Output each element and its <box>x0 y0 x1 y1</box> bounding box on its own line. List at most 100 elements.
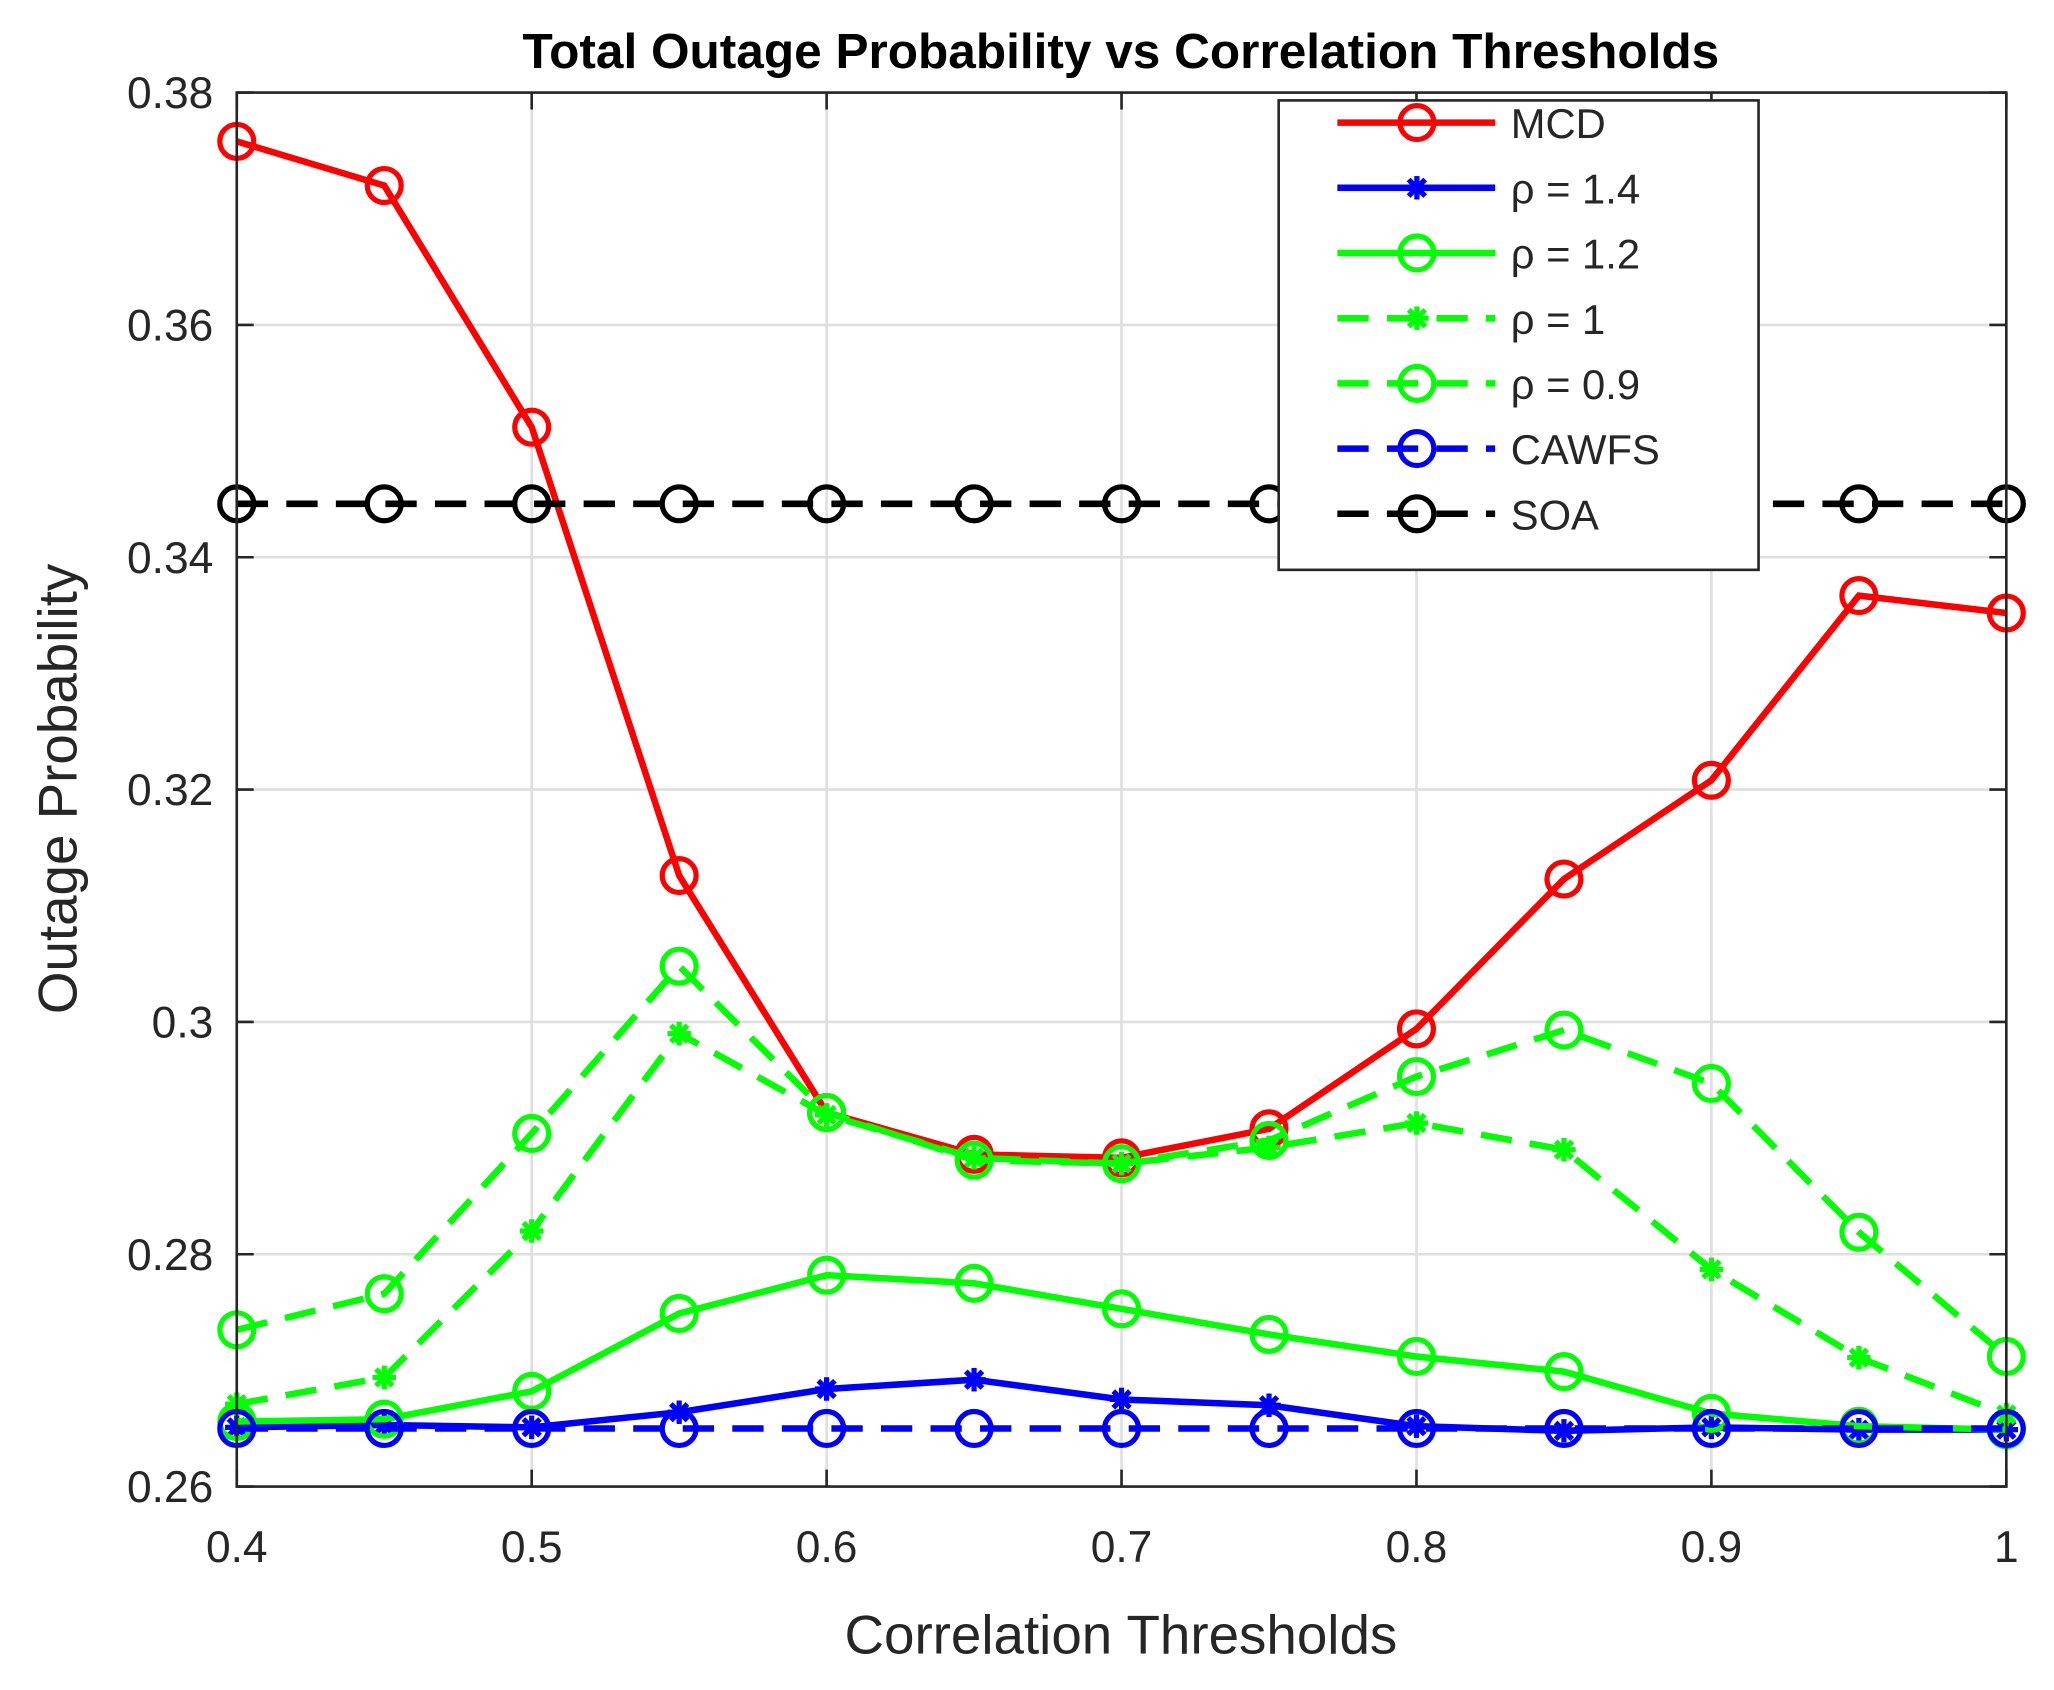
y-tick-label: 0.38 <box>127 69 213 118</box>
legend-entry: ρ = 1 <box>1337 296 1605 343</box>
data-point <box>1249 1314 1289 1354</box>
data-point <box>1691 1063 1731 1104</box>
data-point <box>1396 1056 1437 1097</box>
series-5 <box>217 1408 2026 1449</box>
data-point <box>512 1371 552 1411</box>
data-point <box>1396 1336 1437 1377</box>
data-point <box>1101 484 1142 524</box>
data-point <box>1699 1257 1724 1282</box>
x-tick-label: 1 <box>1994 1523 2019 1572</box>
data-point <box>1847 1345 1871 1370</box>
data-point <box>512 1408 552 1449</box>
y-tick-label: 0.3 <box>152 999 214 1048</box>
data-point <box>1544 859 1584 899</box>
data-point <box>659 946 699 986</box>
data-point <box>1839 576 1879 616</box>
data-point <box>364 484 404 524</box>
legend-entry: MCD <box>1337 100 1606 147</box>
legend-label: ρ = 1.2 <box>1511 231 1640 278</box>
legend-entry: SOA <box>1337 491 1599 538</box>
data-point <box>1404 1111 1429 1135</box>
data-point <box>807 1092 847 1133</box>
legend-label: CAWFS <box>1511 426 1660 473</box>
y-tick-label: 0.32 <box>127 766 213 815</box>
data-point <box>954 1263 994 1303</box>
legend-entry: ρ = 1.4 <box>1337 165 1640 212</box>
data-point <box>1544 1010 1584 1050</box>
data-point <box>962 1367 986 1392</box>
data-point <box>659 1293 699 1334</box>
legend-label: ρ = 0.9 <box>1511 361 1640 408</box>
data-point <box>512 484 552 524</box>
series-3 <box>225 1021 2019 1427</box>
legend-marker <box>1397 103 1437 143</box>
data-point <box>1552 1137 1576 1162</box>
x-tick-label: 0.9 <box>1681 1523 1743 1572</box>
data-point <box>659 1408 699 1449</box>
data-point <box>364 165 404 206</box>
tick-layer: 0.4 0.5 0.6 0.7 0.8 0.9 1 0.26 0.28 0.3 0.32 0.34 0.… <box>127 69 2019 1572</box>
y-tick-label: 0.34 <box>127 534 213 583</box>
x-tick-label: 0.8 <box>1386 1523 1448 1572</box>
data-point <box>667 1021 691 1046</box>
data-point <box>659 484 699 524</box>
legend-entry: ρ = 0.9 <box>1337 361 1640 408</box>
data-point <box>364 1408 404 1449</box>
y-tick-label: 0.26 <box>127 1463 213 1512</box>
data-point <box>1101 1144 1142 1184</box>
legend-entry: CAWFS <box>1337 426 1660 473</box>
data-point <box>1839 1408 1879 1449</box>
data-point <box>1544 1352 1584 1392</box>
data-point <box>364 1274 404 1314</box>
data-point <box>1101 1289 1142 1329</box>
legend-marker <box>1397 363 1437 403</box>
legend-label: SOA <box>1511 491 1599 538</box>
chart-title: Total Outage Probability vs Correlation … <box>523 23 1720 79</box>
legend-label: ρ = 1 <box>1511 296 1605 343</box>
data-point <box>1109 1387 1134 1412</box>
legend-label: ρ = 1.4 <box>1511 165 1640 212</box>
data-point <box>1249 1408 1289 1449</box>
x-tick-label: 0.6 <box>796 1523 858 1572</box>
y-tick-label: 0.28 <box>127 1231 213 1280</box>
data-point <box>512 1113 552 1153</box>
data-point <box>1691 1408 1731 1449</box>
x-axis-label: Correlation Thresholds <box>844 1603 1397 1665</box>
data-point <box>954 1408 994 1449</box>
legend-marker <box>1405 176 1429 200</box>
legend-label: MCD <box>1511 100 1606 147</box>
data-point <box>807 1408 847 1449</box>
x-tick-label: 0.7 <box>1091 1523 1153 1572</box>
data-point <box>519 1219 544 1243</box>
y-tick-label: 0.36 <box>127 302 213 351</box>
x-tick-label: 0.4 <box>206 1523 268 1572</box>
data-point <box>659 855 699 896</box>
data-point <box>512 407 552 447</box>
legend-entry: ρ = 1.2 <box>1337 231 1640 278</box>
legend-marker <box>1397 429 1437 469</box>
legend-marker <box>1397 494 1437 534</box>
legend-marker <box>1405 306 1429 330</box>
data-point <box>807 1255 847 1295</box>
data-point <box>1544 1408 1584 1449</box>
data-point <box>954 484 994 524</box>
data-point <box>807 484 847 524</box>
data-point <box>1691 1393 1731 1433</box>
data-point <box>1691 760 1731 800</box>
data-point <box>1396 1408 1437 1449</box>
data-point <box>1839 1212 1879 1252</box>
data-point <box>1404 1414 1429 1438</box>
data-point <box>954 1140 994 1180</box>
data-point <box>1249 1120 1289 1160</box>
x-tick-label: 0.5 <box>501 1523 563 1572</box>
data-point <box>1101 1408 1142 1449</box>
y-axis-label: Outage Probability <box>26 563 88 1014</box>
series-layer <box>217 121 2026 1450</box>
legend-marker <box>1397 233 1437 273</box>
series-4 <box>217 946 2026 1377</box>
data-point <box>814 1377 839 1401</box>
series-line <box>235 961 2009 1359</box>
data-point <box>372 1365 396 1390</box>
legend: MCD ρ = 1.4 ρ = 1.2 ρ = 1 ρ = 0.9 CAWFS SOA <box>1277 99 1760 572</box>
